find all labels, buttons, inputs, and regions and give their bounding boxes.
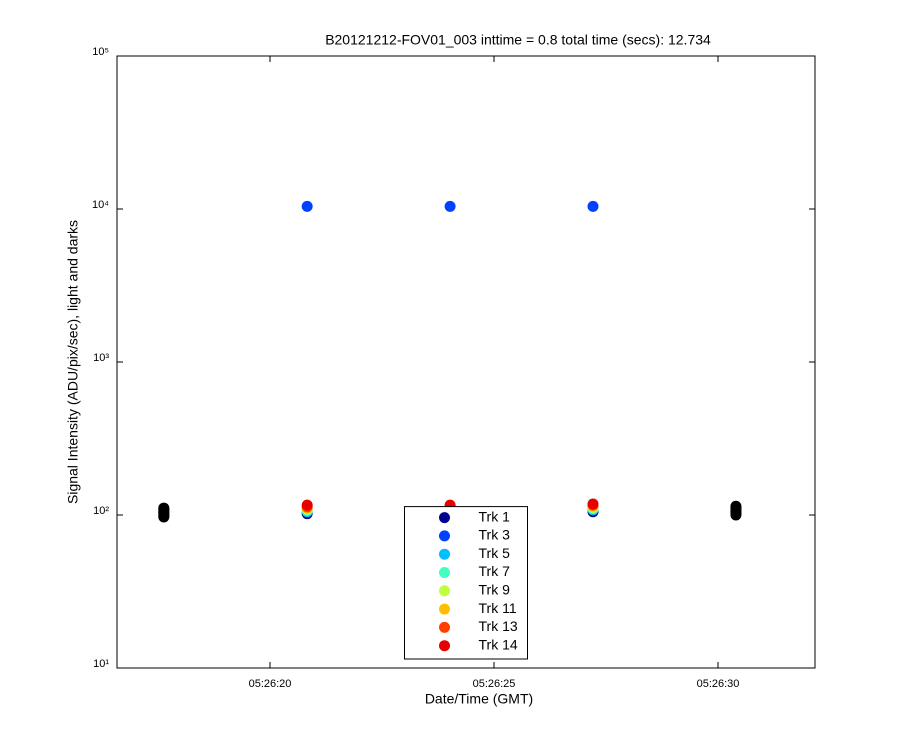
- legend-label: Trk 9: [479, 582, 511, 598]
- legend-marker: [439, 530, 450, 542]
- point: [158, 502, 170, 514]
- legend-marker: [439, 621, 450, 633]
- x-tick-label: 05:26:20: [249, 678, 292, 690]
- legend-marker: [439, 585, 450, 597]
- legend-label: Trk 14: [479, 636, 518, 652]
- y-tick-label: 10¹: [93, 658, 109, 670]
- point: [730, 500, 742, 512]
- y-tick-label: 10⁵: [92, 46, 109, 58]
- point: [301, 499, 313, 511]
- legend-label: Trk 13: [479, 618, 518, 634]
- legend-label: Trk 7: [479, 563, 511, 579]
- legend-box: [404, 506, 528, 660]
- x-axis-label: Date/Time (GMT): [425, 691, 533, 707]
- point: [587, 200, 599, 212]
- y-tick-label: 10²: [93, 505, 109, 517]
- legend-marker: [439, 512, 450, 524]
- legend-label: Trk 11: [479, 600, 517, 616]
- legend-marker: [439, 640, 450, 652]
- point: [587, 498, 599, 510]
- y-tick-label: 10⁴: [92, 199, 109, 211]
- point: [301, 200, 313, 212]
- x-tick-label: 05:26:25: [473, 678, 516, 690]
- legend-label: Trk 3: [479, 527, 511, 543]
- legend-marker: [439, 548, 450, 560]
- x-tick-label: 05:26:30: [697, 678, 740, 690]
- chart-title: B20121212-FOV01_003 inttime = 0.8 total …: [325, 32, 711, 48]
- point: [444, 200, 456, 212]
- legend-label: Trk 5: [479, 545, 511, 561]
- y-axis-label: Signal Intensity (ADU/pix/sec), light an…: [65, 220, 81, 504]
- legend-marker: [439, 603, 450, 615]
- y-tick-label: 10³: [93, 352, 109, 364]
- legend-marker: [439, 567, 450, 578]
- legend-label: Trk 1: [479, 508, 511, 524]
